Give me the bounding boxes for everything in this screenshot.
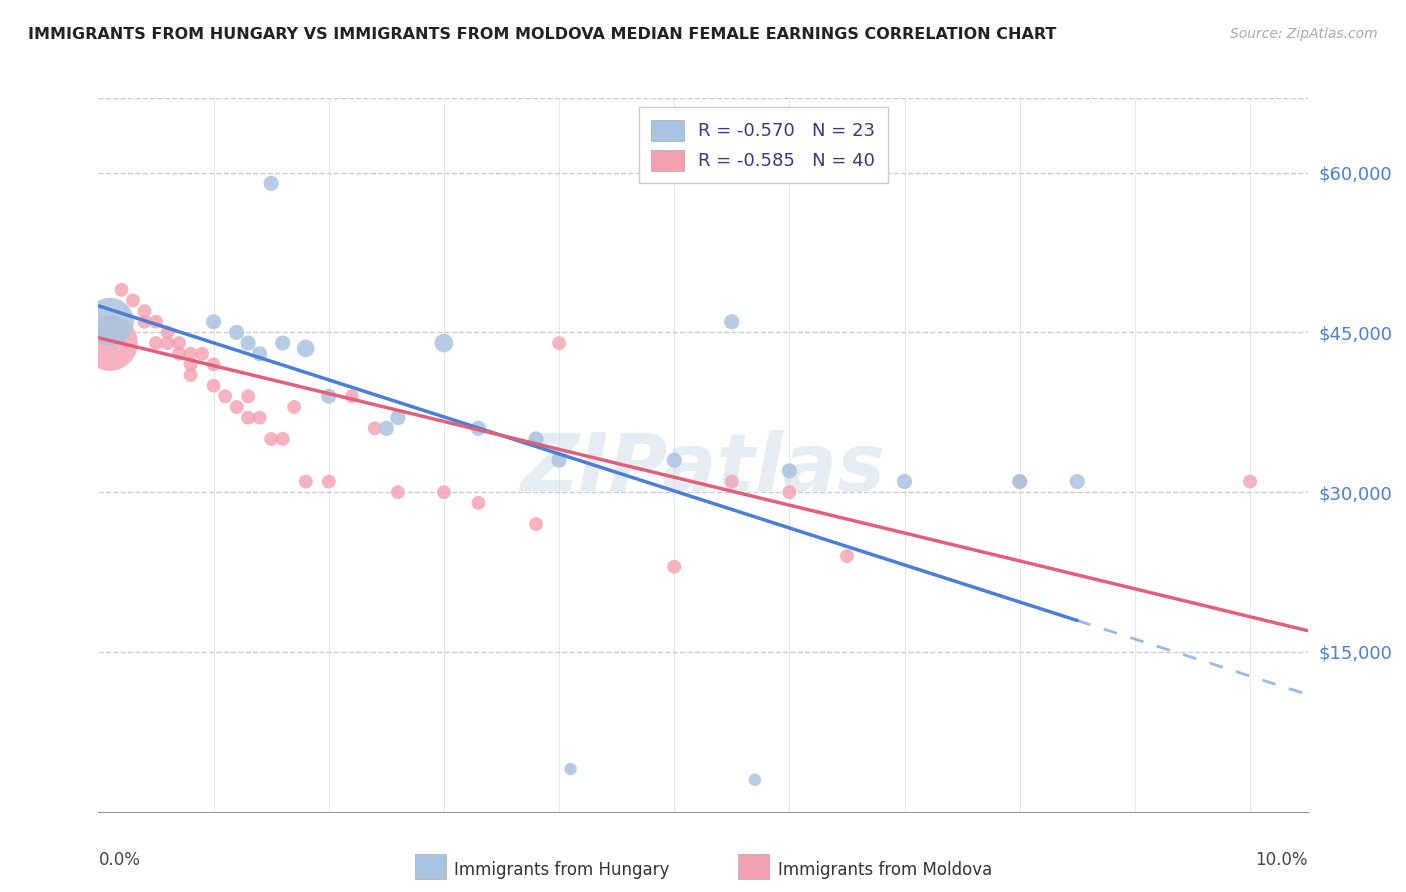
Point (271, 336, 294, 351)
Point (214, 389, 236, 403)
Point (225, 400, 247, 414)
Point (236, 389, 259, 403)
Point (271, 432, 294, 446)
Point (180, 347, 202, 361)
Point (202, 315, 225, 329)
Point (180, 358, 202, 372)
Point (236, 336, 259, 351)
Point (720, 475, 742, 489)
Point (283, 400, 305, 414)
Point (191, 347, 214, 361)
Point (1008, 475, 1031, 489)
Point (778, 485, 800, 500)
Point (548, 336, 571, 351)
Point (720, 315, 742, 329)
Point (664, 453, 686, 467)
Point (134, 304, 156, 318)
Point (1066, 475, 1088, 489)
Point (664, 559, 686, 574)
Point (364, 421, 387, 435)
Point (318, 475, 340, 489)
Point (375, 421, 398, 435)
Text: 10.0%: 10.0% (1256, 851, 1308, 869)
Point (249, 347, 271, 361)
Point (236, 410, 259, 425)
Point (778, 464, 800, 478)
Point (225, 326, 247, 340)
Point (110, 283, 132, 297)
Point (294, 475, 316, 489)
Text: Immigrants from Hungary: Immigrants from Hungary (454, 861, 669, 879)
Text: IMMIGRANTS FROM HUNGARY VS IMMIGRANTS FROM MOLDOVA MEDIAN FEMALE EARNINGS CORREL: IMMIGRANTS FROM HUNGARY VS IMMIGRANTS FR… (28, 27, 1056, 42)
Point (156, 336, 179, 351)
Point (260, 432, 283, 446)
Point (835, 549, 858, 563)
Point (122, 293, 145, 308)
Point (180, 368, 202, 382)
Point (318, 389, 340, 403)
Point (202, 358, 225, 372)
Point (202, 378, 225, 392)
Point (433, 485, 456, 500)
Legend: R = -0.570   N = 23, R = -0.585   N = 40: R = -0.570 N = 23, R = -0.585 N = 40 (638, 107, 889, 183)
Point (156, 326, 179, 340)
Text: Immigrants from Moldova: Immigrants from Moldova (778, 861, 991, 879)
Point (387, 410, 409, 425)
Point (387, 485, 409, 500)
Text: Source: ZipAtlas.com: Source: ZipAtlas.com (1230, 27, 1378, 41)
Point (145, 336, 167, 351)
Point (467, 496, 489, 510)
Point (98, 336, 121, 351)
Point (167, 336, 190, 351)
Point (893, 475, 915, 489)
Point (1008, 475, 1031, 489)
Point (260, 177, 283, 191)
Point (524, 517, 547, 532)
Point (340, 389, 363, 403)
Point (524, 432, 547, 446)
Point (98, 315, 121, 329)
Point (560, 762, 582, 776)
Point (249, 410, 271, 425)
Point (167, 347, 190, 361)
Point (744, 772, 766, 787)
Text: ZIPatlas: ZIPatlas (520, 430, 886, 508)
Point (433, 336, 456, 351)
Point (467, 421, 489, 435)
Text: 0.0%: 0.0% (98, 851, 141, 869)
Point (548, 453, 571, 467)
Point (134, 315, 156, 329)
Point (1239, 475, 1261, 489)
Point (294, 342, 316, 356)
Point (145, 315, 167, 329)
